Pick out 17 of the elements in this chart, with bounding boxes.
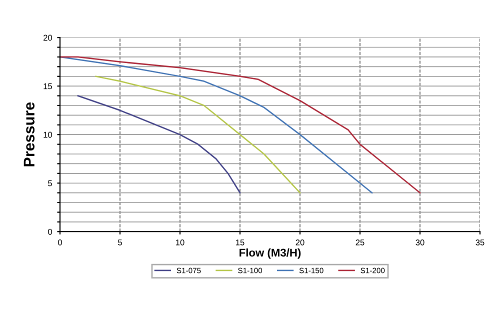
x-tick-label: 20 [296, 239, 304, 246]
x-axis-title: Flow (M3/H) [240, 248, 301, 259]
y-tick-label: 15 [44, 83, 52, 90]
x-tick-label: 10 [176, 239, 184, 246]
line-series [77, 95, 241, 194]
y-tick-label: 5 [48, 180, 52, 186]
x-tick-label: 0 [58, 239, 62, 246]
y-axis-title: Pressure [24, 102, 35, 166]
y-tick-label: 0 [48, 228, 52, 235]
x-tick-label: 15 [236, 240, 244, 246]
x-tick-label: 5 [118, 240, 122, 246]
x-tick-label: 35 [476, 239, 484, 246]
x-tick-label: 25 [356, 239, 364, 246]
line-series [95, 76, 301, 194]
y-tick-label: 10 [44, 132, 52, 138]
x-tick-label: 30 [416, 239, 424, 246]
y-tick-label: 20 [44, 34, 52, 41]
